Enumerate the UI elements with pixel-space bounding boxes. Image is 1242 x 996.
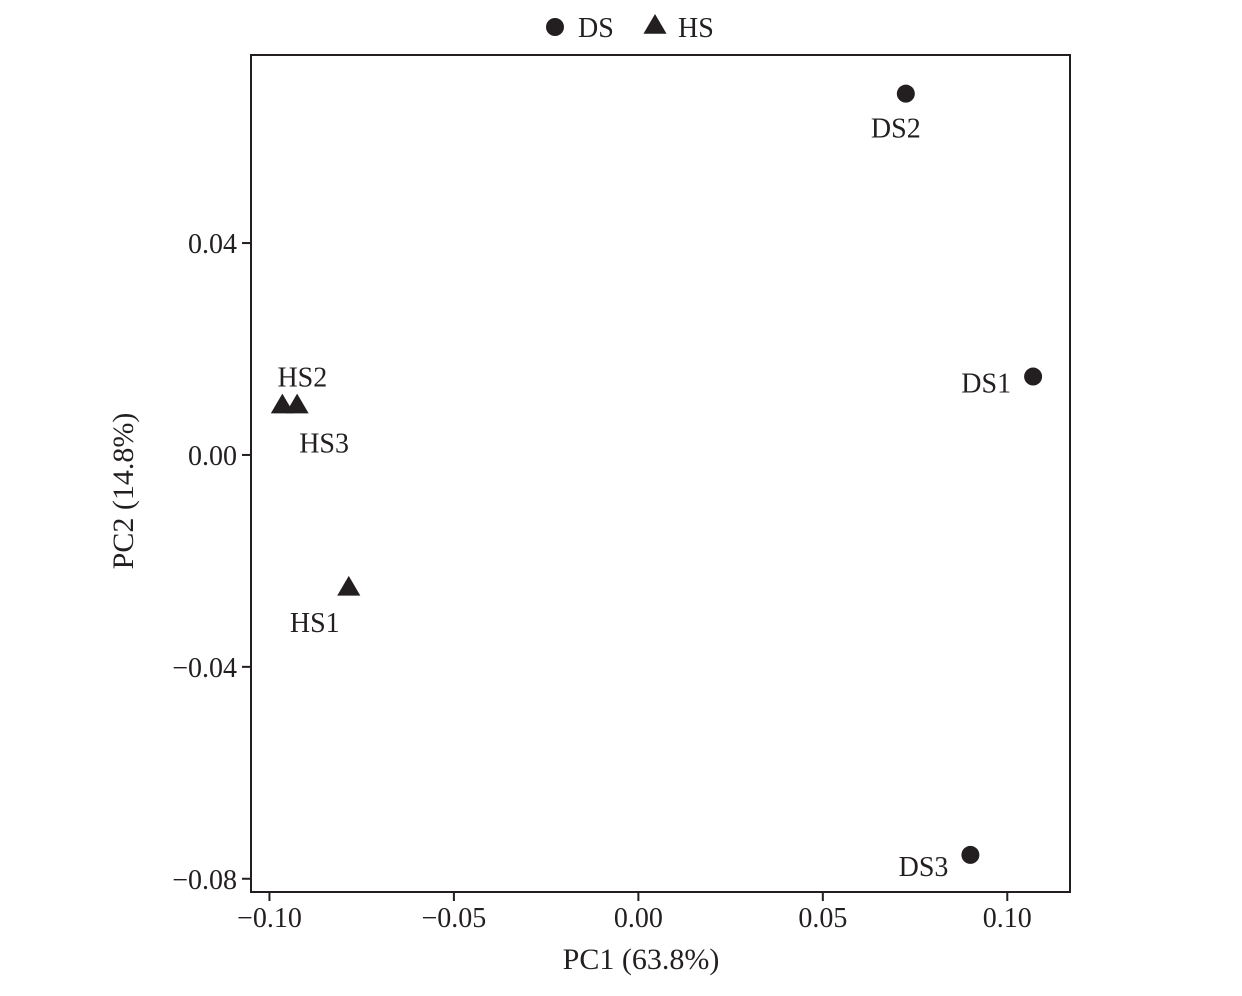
x-tick-label: −0.05 xyxy=(422,903,487,934)
point-hs2 xyxy=(270,393,294,414)
x-tick-label: 0.10 xyxy=(983,903,1032,934)
y-tick-label: 0.00 xyxy=(188,441,237,472)
legend-label-hs: HS xyxy=(678,13,714,44)
y-tick-label: −0.08 xyxy=(172,865,237,896)
point-ds1 xyxy=(1024,367,1043,386)
point-label-ds2: DS2 xyxy=(871,114,921,145)
point-ds2 xyxy=(896,84,915,103)
x-tick-label: 0.05 xyxy=(798,903,847,934)
y-tick-label: −0.04 xyxy=(172,653,237,684)
point-label-hs3: HS3 xyxy=(299,429,349,460)
data-point-labels: DS1 DS2 DS3 HS1 HS2 HS3 xyxy=(277,114,1011,883)
legend: DS HS xyxy=(546,13,714,44)
y-axis: −0.08 −0.04 0.00 0.04 xyxy=(172,229,251,896)
point-ds3 xyxy=(961,845,980,864)
x-axis: −0.10 −0.05 0.00 0.05 0.10 xyxy=(237,892,1032,934)
point-label-hs1: HS1 xyxy=(290,608,340,639)
x-tick-label: 0.00 xyxy=(614,903,663,934)
data-points xyxy=(270,84,1043,864)
legend-marker-hs xyxy=(643,14,667,34)
plot-frame xyxy=(250,54,1071,893)
point-hs3 xyxy=(285,393,309,414)
point-hs1 xyxy=(337,575,361,596)
y-axis-title: PC2 (14.8%) xyxy=(107,413,140,570)
point-label-ds1: DS1 xyxy=(961,369,1011,400)
legend-marker-ds xyxy=(546,18,564,36)
point-label-ds3: DS3 xyxy=(899,852,949,883)
legend-label-ds: DS xyxy=(578,13,614,44)
point-label-hs2: HS2 xyxy=(277,363,327,394)
x-tick-label: −0.10 xyxy=(237,903,302,934)
x-axis-title: PC1 (63.8%) xyxy=(563,943,720,976)
y-tick-label: 0.04 xyxy=(188,229,237,260)
